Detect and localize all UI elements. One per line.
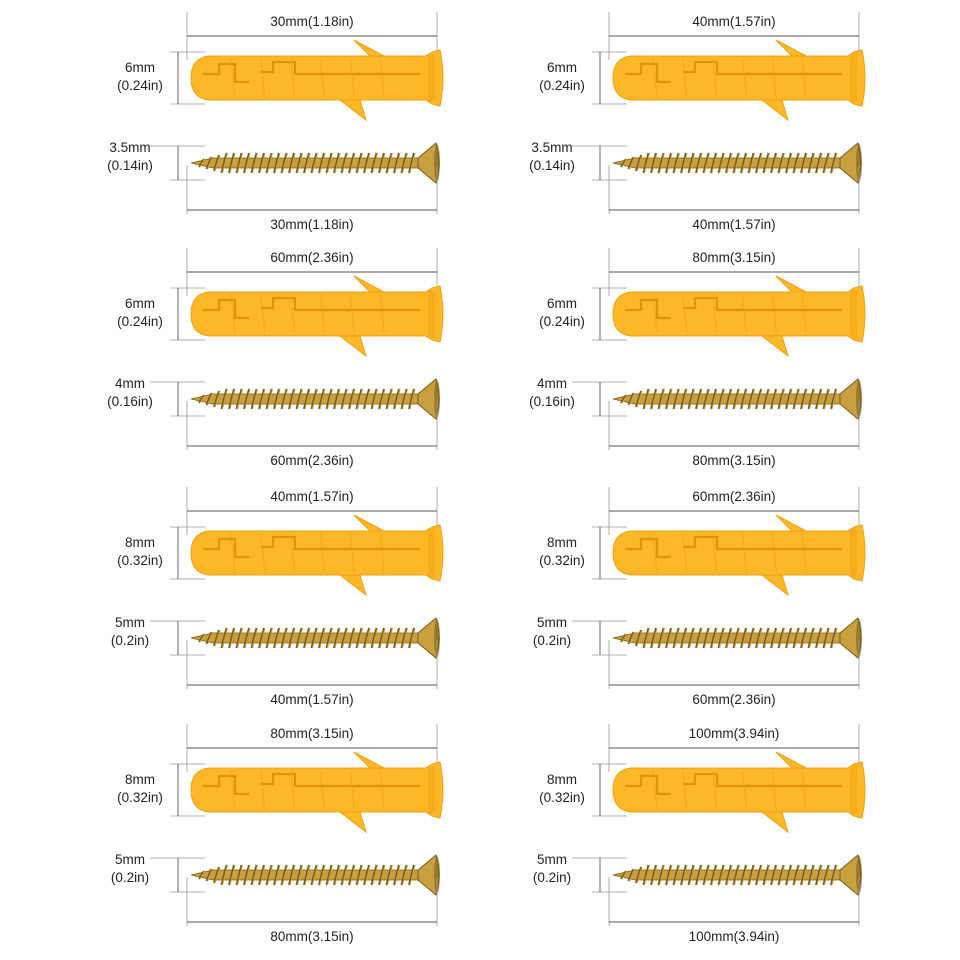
anchor-length-label: 80mm(3.15in) — [270, 726, 353, 741]
product-size-6: 60mm(2.36in) 8mm (0.32in) 5mm (0.2in) 60mm(2.… — [422, 475, 892, 710]
product-size-7: 80mm(3.15in) 8mm (0.32in) 5mm (0.2in) 80mm(3.… — [0, 712, 470, 947]
screw-diameter-inch-label: (0.16in) — [529, 394, 575, 409]
wall-anchor — [612, 514, 866, 597]
screw-diameter-inch-label: (0.16in) — [107, 394, 153, 409]
anchor-diameter-label: 6mm — [547, 296, 577, 311]
wall-anchor — [190, 39, 444, 122]
anchor-diameter-inch-label: (0.32in) — [539, 790, 585, 805]
screw — [190, 854, 440, 896]
anchor-length-label: 40mm(1.57in) — [692, 14, 775, 29]
anchor-diameter-label: 8mm — [125, 535, 155, 550]
anchor-diameter-label: 8mm — [125, 772, 155, 787]
screw-diameter-inch-label: (0.2in) — [533, 870, 571, 885]
screw-diameter-label: 3.5mm — [531, 140, 572, 155]
anchor-length-label: 80mm(3.15in) — [692, 250, 775, 265]
screw-length-label: 80mm(3.15in) — [692, 453, 775, 468]
screw — [190, 142, 440, 184]
screw — [612, 378, 862, 420]
screw-length-label: 40mm(1.57in) — [692, 217, 775, 232]
product-size-3: 60mm(2.36in) 6mm (0.24in) 4mm (0.16in) 60mm(2… — [0, 236, 470, 471]
screw-diameter-label: 5mm — [537, 852, 567, 867]
screw-length-label: 100mm(3.94in) — [689, 929, 780, 944]
screw-diameter-label: 4mm — [115, 376, 145, 391]
screw-diameter-label: 5mm — [537, 615, 567, 630]
screw-diameter-inch-label: (0.14in) — [529, 158, 575, 173]
screw — [190, 378, 440, 420]
screw-length-label: 30mm(1.18in) — [270, 217, 353, 232]
wall-anchor — [190, 514, 444, 597]
screw-diameter-label: 5mm — [115, 615, 145, 630]
screw — [612, 142, 862, 184]
anchor-diameter-inch-label: (0.24in) — [539, 314, 585, 329]
screw-diameter-inch-label: (0.2in) — [533, 633, 571, 648]
anchor-length-label: 60mm(2.36in) — [692, 489, 775, 504]
screw-diameter-label: 3.5mm — [109, 140, 150, 155]
anchor-diameter-inch-label: (0.24in) — [117, 78, 163, 93]
screw-diameter-label: 5mm — [115, 852, 145, 867]
anchor-diameter-inch-label: (0.32in) — [117, 790, 163, 805]
anchor-diameter-label: 6mm — [125, 60, 155, 75]
wall-anchor — [190, 275, 444, 358]
screw-length-label: 60mm(2.36in) — [270, 453, 353, 468]
anchor-diameter-label: 6mm — [125, 296, 155, 311]
product-size-4: 80mm(3.15in) 6mm (0.24in) 4mm (0.16in) 80mm(3… — [422, 236, 892, 471]
anchor-diameter-inch-label: (0.32in) — [539, 553, 585, 568]
screw-diameter-inch-label: (0.2in) — [111, 870, 149, 885]
screw-length-label: 80mm(3.15in) — [270, 929, 353, 944]
screw-length-label: 40mm(1.57in) — [270, 692, 353, 707]
screw — [612, 617, 862, 659]
anchor-length-label: 60mm(2.36in) — [270, 250, 353, 265]
anchor-diameter-inch-label: (0.24in) — [117, 314, 163, 329]
anchor-diameter-label: 8mm — [547, 772, 577, 787]
screw-diameter-inch-label: (0.14in) — [107, 158, 153, 173]
wall-anchor — [190, 751, 444, 834]
anchor-diameter-inch-label: (0.32in) — [117, 553, 163, 568]
product-size-5: 40mm(1.57in) 8mm (0.32in) 5mm (0.2in) 40mm(1.… — [0, 475, 470, 710]
screw-diameter-inch-label: (0.2in) — [111, 633, 149, 648]
wall-anchor — [612, 39, 866, 122]
screw — [612, 854, 862, 896]
wall-anchor — [612, 275, 866, 358]
product-size-2: 40mm(1.57in) 6mm (0.24in) 3.5mm (0.14in) 40mm… — [422, 0, 892, 235]
anchor-diameter-inch-label: (0.24in) — [539, 78, 585, 93]
anchor-length-label: 40mm(1.57in) — [270, 489, 353, 504]
anchor-diameter-label: 8mm — [547, 535, 577, 550]
anchor-diameter-label: 6mm — [547, 60, 577, 75]
product-size-1: 30mm(1.18in) 6mm (0.24in) 3.5mm (0.14in) 30mm… — [0, 0, 470, 235]
screw-length-label: 60mm(2.36in) — [692, 692, 775, 707]
screw-diameter-label: 4mm — [537, 376, 567, 391]
anchor-length-label: 30mm(1.18in) — [270, 14, 353, 29]
product-size-8: 100mm(3.94in) 8mm (0.32in) 5mm (0.2in) 100mm(… — [422, 712, 892, 947]
wall-anchor — [612, 751, 866, 834]
screw — [190, 617, 440, 659]
anchor-length-label: 100mm(3.94in) — [689, 726, 780, 741]
